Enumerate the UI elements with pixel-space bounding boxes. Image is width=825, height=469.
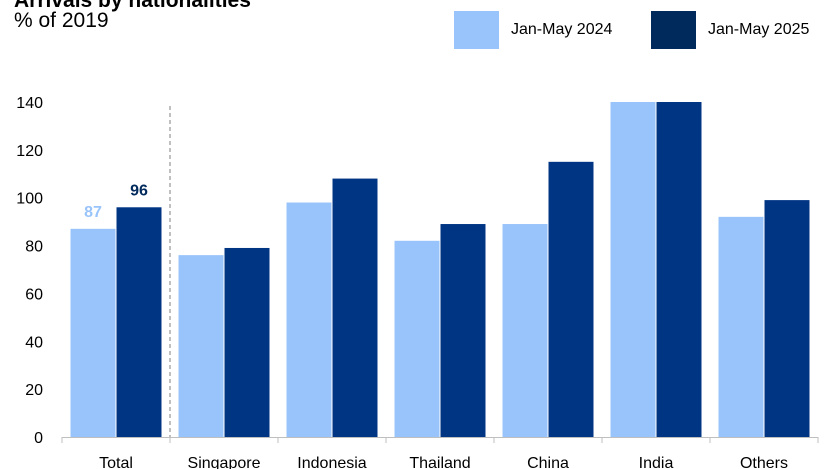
- bar: [394, 240, 440, 437]
- bar: [502, 224, 548, 437]
- y-tick-label: 60: [25, 286, 43, 303]
- x-tick-label: China: [527, 455, 569, 469]
- bar: [286, 202, 332, 437]
- legend-swatch-2024: [454, 11, 499, 49]
- x-tick-label: Thailand: [409, 455, 470, 469]
- bar: [224, 247, 270, 437]
- y-tick-label: 120: [16, 143, 43, 160]
- legend-label-2024: Jan-May 2024: [511, 21, 613, 38]
- legend-label-2025: Jan-May 2025: [708, 21, 810, 38]
- legend-item-2025: Jan-May 2025: [651, 11, 809, 49]
- y-tick-label: 40: [25, 334, 43, 351]
- data-label: 87: [84, 204, 102, 221]
- bar: [548, 161, 594, 438]
- bar: [764, 200, 810, 437]
- x-tick-label: Indonesia: [297, 455, 366, 469]
- bar: [610, 102, 656, 437]
- y-tick-label: 140: [16, 95, 43, 112]
- bar: [440, 224, 486, 437]
- data-label: 96: [130, 182, 148, 199]
- bar: [70, 228, 116, 437]
- bar: [178, 255, 224, 437]
- bar: [718, 216, 764, 437]
- x-tick-label: Singapore: [188, 455, 261, 469]
- chart-subtitle: % of 2019: [14, 9, 109, 32]
- y-tick-label: 100: [16, 191, 43, 208]
- y-tick-label: 80: [25, 239, 43, 256]
- x-tick-label: Total: [99, 455, 133, 469]
- x-tick-label: India: [639, 455, 674, 469]
- bar: [116, 207, 162, 437]
- y-tick-label: 20: [25, 382, 43, 399]
- y-tick-label: 0: [34, 430, 43, 447]
- bar: [656, 102, 702, 437]
- chart-title: Arrivals by nationalities: [14, 0, 251, 12]
- x-tick-label: Others: [740, 455, 788, 469]
- bar: [332, 178, 378, 438]
- legend-item-2024: Jan-May 2024: [454, 11, 612, 49]
- legend-swatch-2025: [651, 11, 696, 49]
